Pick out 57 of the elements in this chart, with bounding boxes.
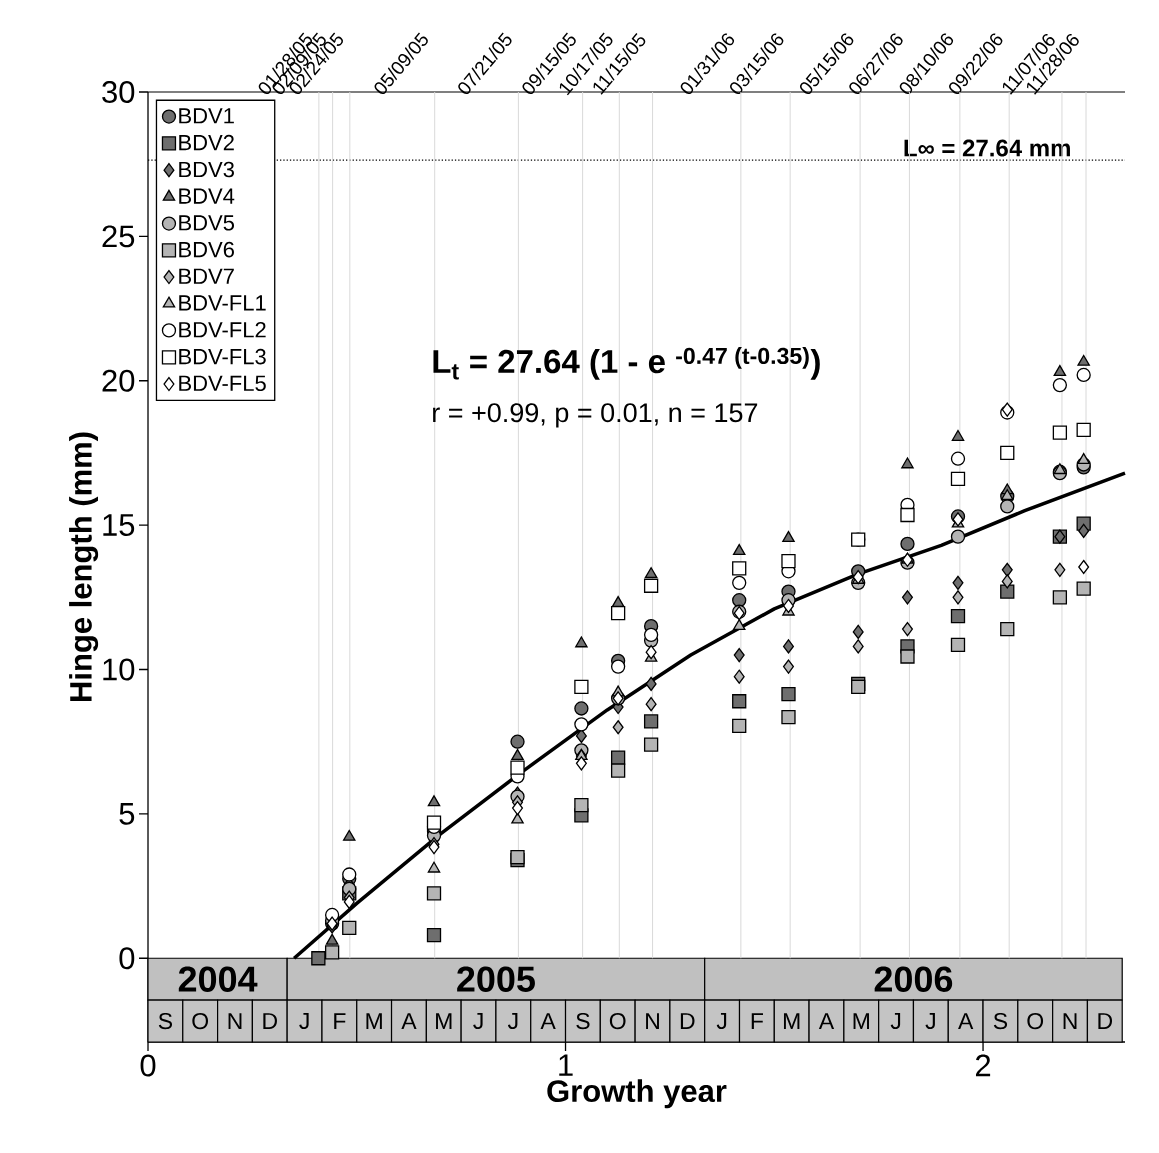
legend-label: BDV3 [179, 161, 234, 178]
band-label: S [993, 1012, 1008, 1030]
band-label: 2004 [178, 966, 258, 992]
band-label: M [366, 1013, 382, 1029]
y-tick-label: 30 [102, 81, 135, 103]
band-label: D [263, 1013, 277, 1029]
band-label: J [890, 1013, 901, 1030]
legend-label: BDV-FL1 [179, 295, 266, 311]
band-label: D [680, 1013, 695, 1029]
band-label: M [783, 1013, 800, 1029]
band-label: A [401, 1013, 417, 1029]
annotation: r = +0.99, p = 0.01, n = 157 [433, 403, 758, 428]
band-label: S [158, 1012, 173, 1030]
band-label: 2006 [874, 966, 953, 992]
band-label: O [609, 1012, 626, 1030]
band-label: N [646, 1013, 659, 1029]
band-label: N [228, 1013, 242, 1029]
y-tick-label: 5 [119, 803, 135, 825]
band-label: M [853, 1013, 869, 1029]
y-tick-label: 15 [103, 514, 135, 536]
y-tick-label: 10 [103, 658, 135, 681]
band-label: A [818, 1013, 835, 1029]
legend-label: BDV4 [179, 188, 235, 204]
y-tick-label: 20 [102, 369, 135, 392]
band-label: 2005 [457, 966, 535, 992]
band-label: A [958, 1013, 974, 1029]
band-label: N [1063, 1013, 1077, 1029]
band-label: F [751, 1013, 763, 1029]
band-label: O [192, 1012, 209, 1030]
legend-label: BDV5 [179, 215, 234, 231]
legend-label: BDV-FL5 [179, 375, 266, 392]
band-label: J [925, 1013, 935, 1030]
legend-label: BDV-FL2 [179, 321, 266, 338]
legend-label: BDV2 [179, 134, 234, 151]
y-axis-title: Hinge length (mm) [69, 432, 99, 701]
band-label: O [1027, 1012, 1044, 1030]
y-tick-label: 0 [119, 947, 135, 970]
x-tick-label: 0 [140, 1054, 156, 1077]
band-label: J [299, 1013, 309, 1030]
x-axis-title: Growth year [547, 1079, 727, 1109]
band-label: J [716, 1013, 727, 1030]
legend-label: BDV6 [179, 241, 234, 258]
band-label: J [473, 1013, 483, 1030]
y-tick-label: 25 [102, 225, 135, 248]
x-tick-label: 2 [975, 1054, 991, 1077]
ref-line-label: L∞ = 27.64 mm [904, 139, 1070, 157]
band-label: S [576, 1012, 590, 1030]
legend-label: BDV1 [179, 108, 234, 124]
legend-label: BDV-FL3 [179, 348, 266, 365]
band-label: J [507, 1013, 518, 1030]
x-tick-label: 1 [559, 1054, 573, 1076]
legend-label: BDV7 [179, 268, 234, 284]
annotation: L$_{t}$ = 27.64 (1 - e $^{-0.47 (t-0.35)}$) [433, 347, 820, 380]
band-label: F [334, 1013, 346, 1029]
band-label: M [436, 1013, 452, 1029]
band-label: D [1098, 1013, 1113, 1029]
band-label: A [540, 1013, 556, 1029]
